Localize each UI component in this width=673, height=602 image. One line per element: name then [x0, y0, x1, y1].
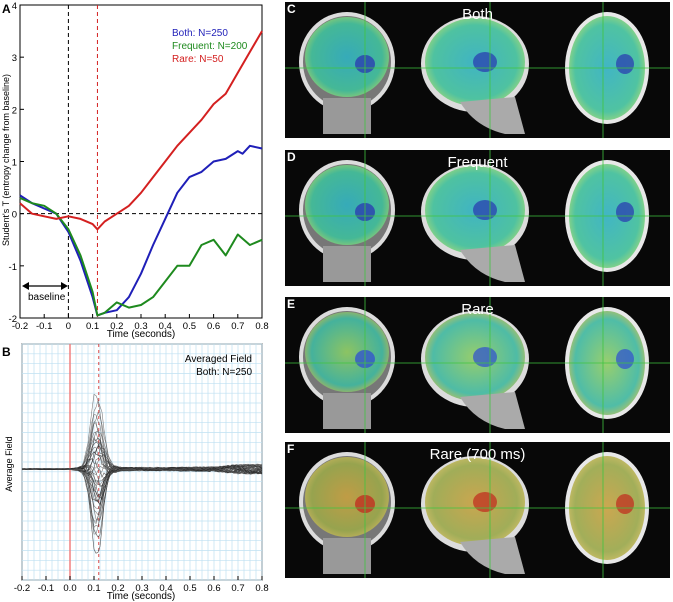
legend-both: Both: N=250 [172, 28, 228, 39]
activation-spot-axial [616, 494, 634, 514]
brain-panel-d: D Frequent [285, 150, 670, 286]
neck-coronal [323, 538, 371, 574]
y-tick-label: 3 [12, 53, 17, 64]
activation-spot-axial [616, 349, 634, 369]
neck-sagittal [460, 392, 525, 429]
brain-images-e [285, 297, 670, 433]
y-tick-label: 2 [12, 105, 17, 116]
panel-a-xlabel: Time (seconds) [107, 329, 176, 340]
baseline-arrow [22, 282, 68, 290]
neck-coronal [323, 246, 371, 282]
neck-coronal [323, 98, 371, 134]
x-tick-label: 0.6 [207, 583, 220, 594]
activation-spot-axial [616, 54, 634, 74]
field-trace [21, 464, 263, 506]
y-tick-label: 0 [12, 210, 17, 221]
x-tick-label: 0.8 [255, 583, 268, 594]
panel-c-title: Both [462, 6, 493, 23]
neck-sagittal [460, 537, 525, 574]
panel-b-chart: B -0.2 -0.1 0.0 0.1 0.2 0.3 0.4 0.5 0.6 0.7 0.8 Av… [2, 343, 269, 602]
panel-a-legend: Both: N=250 Frequent: N=200 Rare: N=50 [172, 28, 248, 65]
legend-rare: Rare: N=50 [172, 54, 224, 65]
activation-coronal [305, 17, 389, 97]
panel-a-letter: A [2, 2, 11, 16]
panel-b-subtitle: Both: N=250 [196, 367, 252, 378]
panel-a-ylabel: Student's T (entropy change from baselin… [1, 74, 11, 246]
panel-a-chart: A -0.2 -0.1 0 0.1 0.2 0.3 0.4 0.5 0.6 0.7 0.8 4 3 2 1 0… [1, 1, 269, 340]
neck-sagittal [460, 97, 525, 134]
y-tick-label: 4 [12, 1, 17, 12]
panel-f-letter: F [287, 442, 295, 456]
panel-f-title: Rare (700 ms) [429, 446, 526, 463]
panel-b-ylabel: Average Field [4, 436, 14, 491]
panel-c-letter: C [287, 2, 296, 16]
brain-images-d [285, 150, 670, 286]
x-tick-label: 0.5 [183, 321, 196, 332]
activation-coronal [305, 312, 389, 392]
x-tick-label: 0.3 [135, 583, 148, 594]
x-tick-label: 0.4 [159, 321, 172, 332]
series-line-rare [19, 30, 263, 231]
brain-panel-f: F Rare (700 ms) [285, 442, 670, 578]
x-tick-label: -0.2 [14, 583, 30, 594]
x-tick-label: 0.2 [110, 321, 123, 332]
panel-e-title: Rare [461, 301, 494, 318]
series-line-frequent [19, 197, 263, 317]
activation-spot-sagittal [473, 52, 497, 72]
brain-images-c [285, 2, 670, 138]
brain-images-f [285, 442, 670, 578]
brain-panel-e: E Rare [285, 297, 670, 433]
x-tick-label: 0 [66, 321, 71, 332]
panel-a-plot-area [19, 4, 263, 319]
legend-frequent: Frequent: N=200 [172, 41, 248, 52]
panel-b-letter: B [2, 345, 11, 359]
neck-sagittal [460, 245, 525, 282]
x-tick-label: 0.8 [255, 321, 268, 332]
x-tick-label: -0.2 [12, 321, 28, 332]
panel-d-letter: D [287, 150, 296, 164]
x-tick-label: 0.2 [111, 583, 124, 594]
x-tick-label: 0.5 [183, 583, 196, 594]
activation-spot-sagittal [473, 347, 497, 367]
baseline-label: baseline [28, 292, 66, 303]
panel-d-title: Frequent [447, 154, 508, 171]
panel-b-title: Averaged Field [185, 354, 252, 365]
y-tick-label: -2 [9, 314, 17, 325]
activation-spot-axial [616, 202, 634, 222]
x-tick-label: 0.7 [231, 321, 244, 332]
x-tick-label: 0.7 [231, 583, 244, 594]
neck-coronal [323, 393, 371, 429]
x-tick-label: 0.1 [87, 583, 100, 594]
x-tick-label: 0.4 [159, 583, 172, 594]
panel-b-xlabel: Time (seconds) [107, 591, 176, 602]
y-tick-label: -1 [9, 262, 17, 273]
activation-spot-sagittal [473, 492, 497, 512]
brain-panel-c: C Both [285, 2, 670, 138]
activation-coronal [305, 457, 389, 537]
x-tick-label: -0.1 [36, 321, 52, 332]
series-line-both [19, 144, 263, 317]
panel-e-letter: E [287, 297, 296, 311]
x-tick-label: 0.6 [207, 321, 220, 332]
x-tick-label: 0.3 [134, 321, 147, 332]
x-tick-label: 0.1 [86, 321, 99, 332]
activation-spot-sagittal [473, 200, 497, 220]
activation-coronal [305, 165, 389, 245]
x-tick-label: 0.0 [63, 583, 76, 594]
x-tick-label: -0.1 [38, 583, 54, 594]
y-tick-label: 1 [12, 158, 17, 169]
